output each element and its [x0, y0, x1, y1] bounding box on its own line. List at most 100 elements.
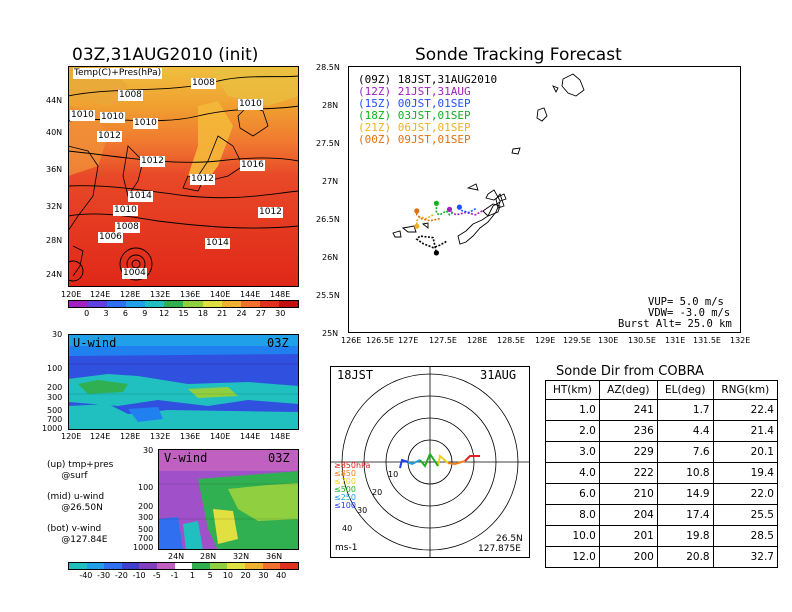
sonde-track-line	[416, 210, 440, 222]
table-cell: 8.0	[545, 504, 600, 526]
pressure-legend-item: ≤700	[334, 477, 356, 486]
lon-tick: 128E	[120, 290, 141, 299]
table-cell: 201	[598, 525, 658, 547]
lon-tick: 136E	[180, 290, 201, 299]
table-cell: 32.7	[712, 546, 779, 568]
sonde-direction-table: HT(km) AZ(deg) EL(deg) RNG(km) 1.0 241 1.7…	[545, 380, 779, 568]
temperature-colorbar-labels: 0 3 6 9 12 15 18 21 24 27 30	[77, 309, 290, 318]
lon-tick: 132E	[730, 336, 751, 345]
column-header: AZ(deg)	[598, 380, 658, 400]
colorbar-label: 0	[84, 309, 90, 318]
lat-tick: 27N	[322, 177, 339, 186]
lon-tick: 132E	[150, 290, 171, 299]
colorbar-label: 40	[276, 571, 287, 580]
table-cell: 210	[598, 483, 658, 505]
isobar-label: 1010	[133, 118, 158, 129]
colorbar-label: 15	[178, 309, 189, 318]
table-cell: 22.4	[712, 399, 779, 421]
table-cell: 236	[598, 420, 658, 442]
lon-tick: 124E	[90, 432, 111, 441]
colorbar-label: 30	[275, 309, 286, 318]
isobar-label: 1008	[191, 78, 216, 89]
track-legend-item: (12Z) 21JST,31AUG	[358, 85, 471, 98]
lon-tick: 148E	[270, 432, 291, 441]
table-cell: 6.0	[545, 483, 600, 505]
table-title: Sonde Dir from COBRA	[556, 364, 704, 379]
pressure-tick: 700	[138, 534, 154, 543]
lat-tick: 32N	[46, 202, 63, 211]
units-label: ms-1	[335, 543, 358, 553]
map-label: Temp(C)+Pres(hPa)	[73, 68, 163, 79]
pressure-legend-item: ≤500	[334, 485, 356, 494]
lon-tick: 128E	[120, 432, 141, 441]
colorbar-label: 3	[103, 309, 109, 318]
lon-tick: 148E	[270, 290, 291, 299]
sonde-landing-point	[433, 250, 439, 256]
table-cell: 2.0	[545, 420, 600, 442]
table-cell: 17.4	[656, 504, 714, 526]
table-cell: 10.8	[656, 462, 714, 484]
isobar-label: 1016	[240, 160, 265, 171]
lat-tick: 28.5N	[316, 63, 340, 72]
v-wind-cross-section	[158, 449, 299, 550]
table-cell: 200	[598, 546, 658, 568]
track-legend-item: (09Z) 18JST,31AUG2010	[358, 73, 498, 86]
lat-tick: 27.5N	[316, 139, 340, 148]
colorbar-label: 21	[217, 309, 228, 318]
pressure-tick: 200	[138, 502, 154, 511]
isobar-label: 1010	[70, 110, 95, 121]
isobar-label: 1014	[128, 191, 153, 202]
sonde-track-line	[435, 203, 454, 216]
lat-tick: 36N	[46, 165, 63, 174]
lat-tick: 40N	[46, 128, 63, 137]
table-cell: 204	[598, 504, 658, 526]
colorbar-label: 20	[240, 571, 251, 580]
table-cell: 4.0	[545, 462, 600, 484]
lat-tick: 26.5N	[316, 215, 340, 224]
ring-label: 30	[357, 506, 368, 515]
table-row: 4.0 222 10.8 19.4	[545, 462, 779, 484]
isobar-label: 1014	[205, 238, 230, 249]
isobar-label: 1012	[97, 131, 122, 142]
u-wind-time: 03Z	[267, 336, 289, 350]
coastline	[392, 73, 585, 245]
table-row: 8.0 204 17.4 25.5	[545, 504, 779, 526]
lon-tick: 140E	[210, 290, 231, 299]
track-legend-item: (15Z) 00JST,01SEP	[358, 97, 471, 110]
colorbar-label: 9	[142, 309, 148, 318]
lon-tick: 131.5E	[693, 336, 721, 345]
lon-tick: 144E	[240, 432, 261, 441]
pressure-legend-item: ≤850	[334, 469, 356, 478]
track-legend-item: (18Z) 03JST,01SEP	[358, 109, 471, 122]
table-cell: 28.5	[712, 525, 779, 547]
colorbar-label: 18	[197, 309, 208, 318]
isobar-label: 1012	[140, 156, 165, 167]
lon-tick: 126.5E	[366, 336, 394, 345]
burst-altitude: Burst Alt= 25.0 km	[618, 318, 732, 330]
lon-tick: 144E	[240, 290, 261, 299]
table-cell: 10.0	[545, 525, 600, 547]
colorbar-label: 1	[189, 571, 195, 580]
ring-label: 40	[342, 524, 353, 533]
table-row: 2.0 236 4.4 21.4	[545, 420, 779, 442]
table-cell: 4.4	[656, 420, 714, 442]
note-surface: (up) tmp+pres @surf	[47, 460, 114, 481]
colorbar-label: 24	[236, 309, 247, 318]
track-legend-item: (00Z) 09JST,01SEP	[358, 133, 471, 146]
lon-tick: 129E	[535, 336, 556, 345]
v-wind-time: 03Z	[268, 451, 290, 465]
isobar-label: 1012	[190, 174, 215, 185]
sonde-landing-point	[446, 206, 453, 212]
pressure-tick: 300	[138, 513, 154, 522]
lon-tick: 120E	[61, 290, 82, 299]
table-cell: 22.0	[712, 483, 779, 505]
table-cell: 20.1	[712, 441, 779, 463]
lon-tick: 129.5E	[563, 336, 591, 345]
table-cell: 229	[598, 441, 658, 463]
lat-tick: 24N	[46, 270, 63, 279]
wind-colorbar-labels: -40 -30 -20 -10 -5 -1 1 5 10 20 30 40	[77, 571, 290, 580]
lat-tick: 36N	[266, 552, 283, 561]
table-cell: 1.0	[545, 399, 600, 421]
lon-tick: 132E	[150, 432, 171, 441]
lat-tick: 28N	[46, 236, 63, 245]
